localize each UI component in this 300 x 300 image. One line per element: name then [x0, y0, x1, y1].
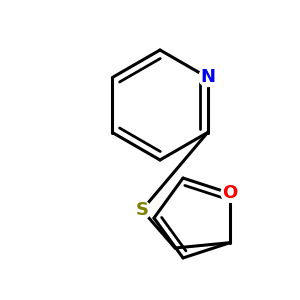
- Text: S: S: [136, 201, 148, 219]
- Circle shape: [221, 184, 239, 202]
- Text: N: N: [200, 68, 215, 86]
- Circle shape: [133, 201, 151, 219]
- Circle shape: [199, 68, 217, 86]
- Text: O: O: [222, 184, 238, 202]
